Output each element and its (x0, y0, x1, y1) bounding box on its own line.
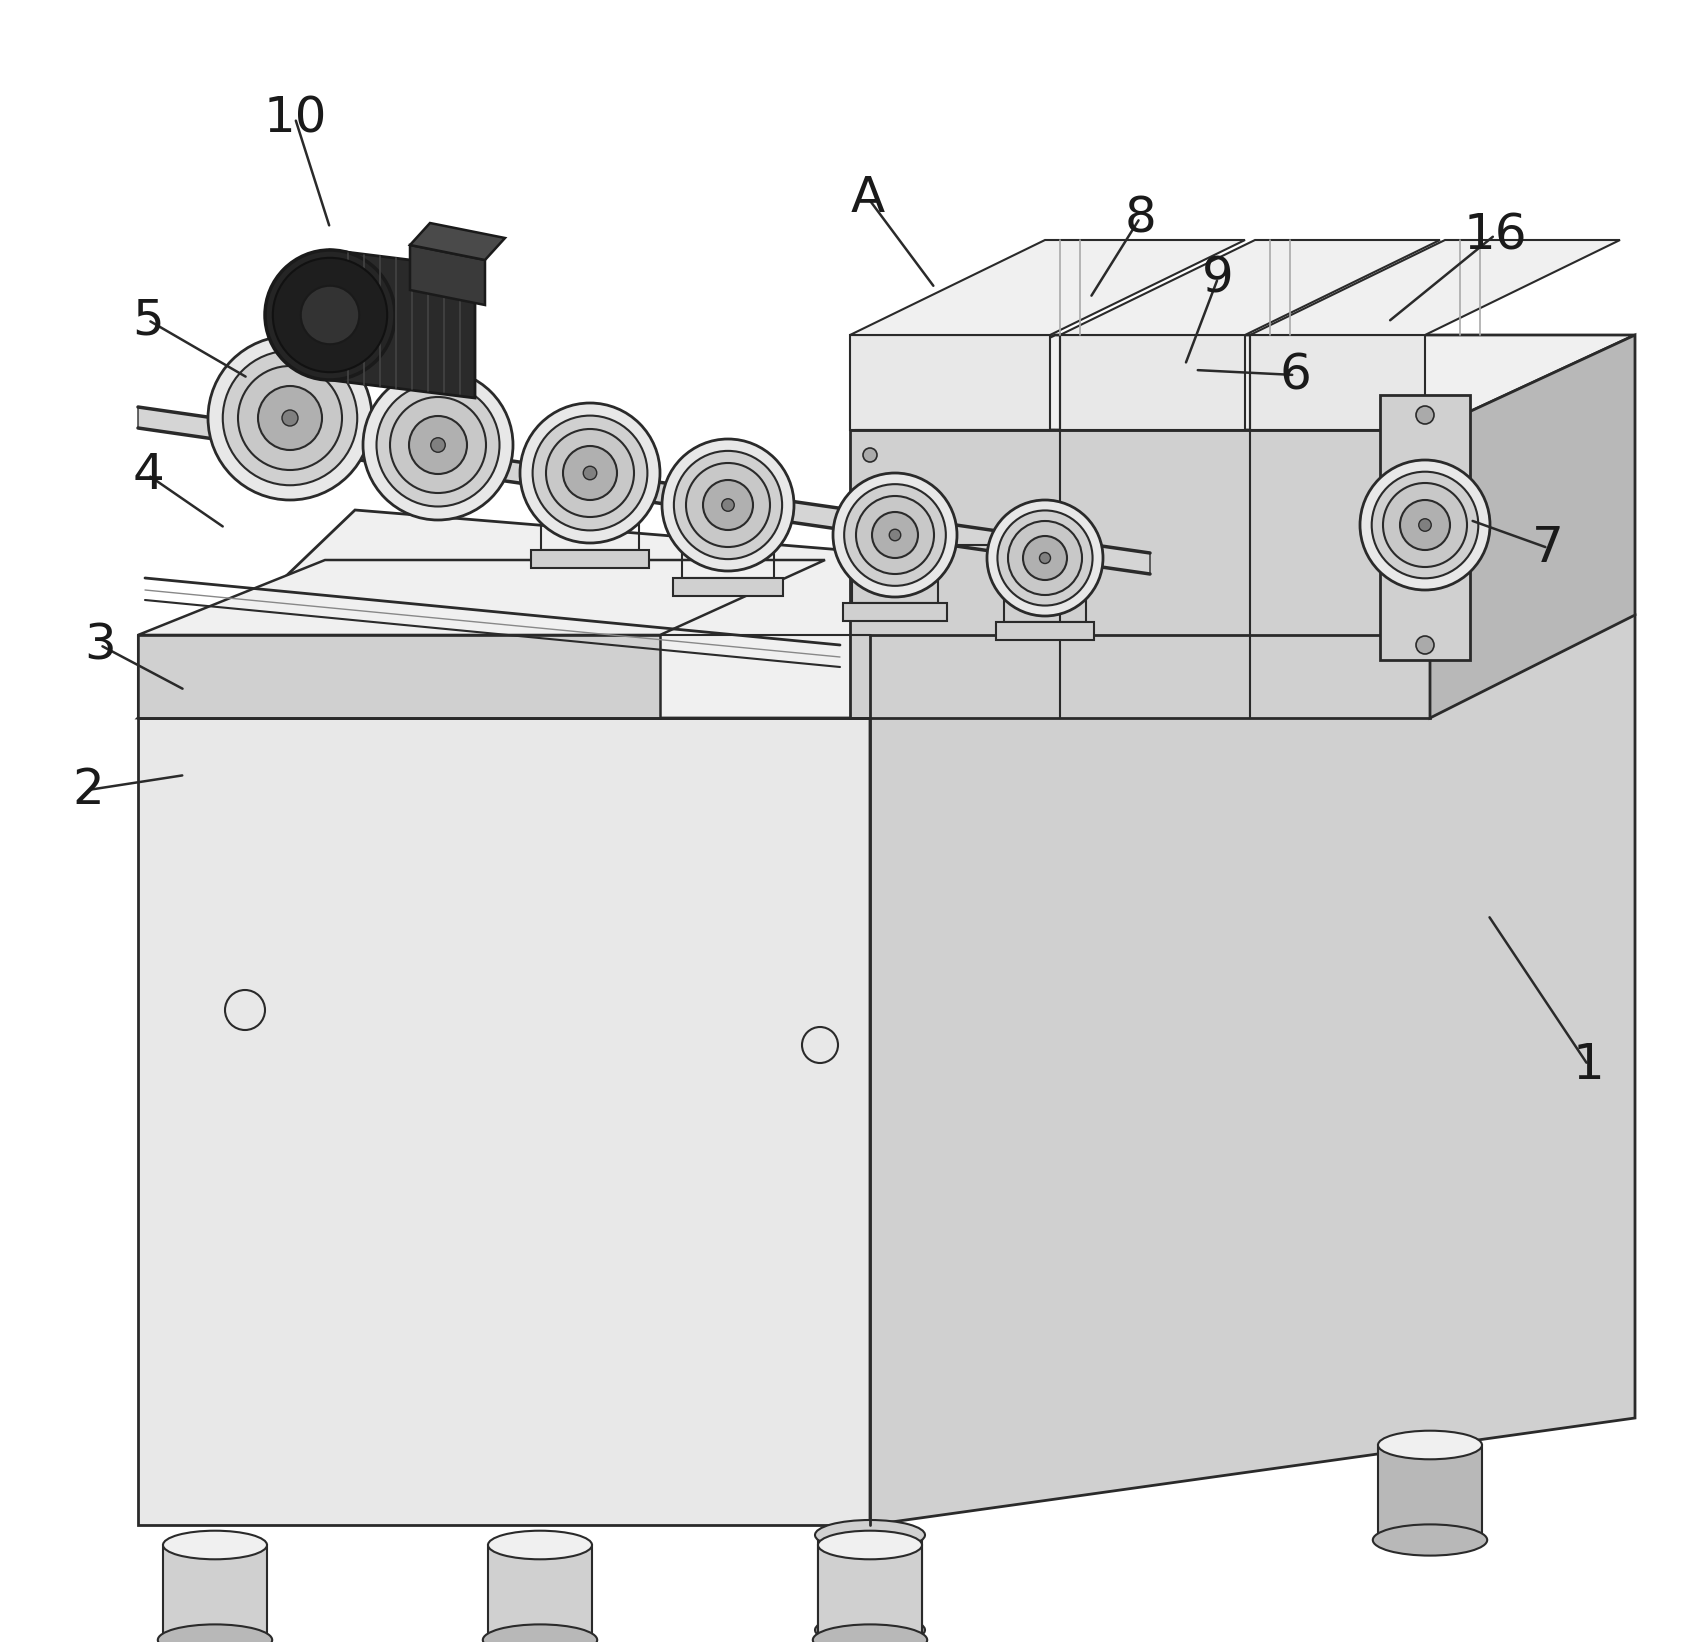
Circle shape (377, 384, 500, 506)
Circle shape (871, 512, 917, 558)
Circle shape (662, 438, 795, 571)
Polygon shape (532, 550, 650, 568)
Circle shape (1040, 552, 1050, 563)
Text: 3: 3 (84, 621, 116, 668)
Ellipse shape (813, 1624, 928, 1642)
Text: A: A (851, 174, 885, 222)
Polygon shape (409, 223, 505, 259)
Polygon shape (818, 1535, 922, 1631)
Text: 10: 10 (263, 94, 327, 141)
Polygon shape (331, 250, 476, 397)
Circle shape (834, 473, 957, 598)
Polygon shape (1379, 396, 1470, 660)
Circle shape (225, 990, 264, 1030)
Text: 6: 6 (1279, 351, 1311, 399)
Circle shape (563, 447, 617, 501)
Polygon shape (672, 578, 783, 596)
Ellipse shape (815, 1520, 926, 1550)
Polygon shape (1430, 335, 1635, 718)
Circle shape (390, 397, 486, 493)
Ellipse shape (483, 1624, 597, 1642)
Circle shape (1415, 406, 1434, 424)
Circle shape (239, 366, 343, 470)
Circle shape (987, 501, 1103, 616)
Ellipse shape (1373, 1524, 1487, 1555)
Polygon shape (1061, 335, 1245, 430)
Text: 5: 5 (131, 296, 164, 345)
Circle shape (1419, 519, 1430, 532)
Circle shape (223, 351, 358, 486)
Circle shape (583, 466, 597, 479)
Ellipse shape (159, 1624, 273, 1642)
Circle shape (1400, 501, 1449, 550)
Text: 8: 8 (1124, 194, 1156, 241)
Polygon shape (1061, 240, 1441, 335)
Polygon shape (870, 616, 1635, 1525)
Circle shape (208, 337, 372, 501)
Polygon shape (138, 407, 1149, 575)
Circle shape (546, 429, 634, 517)
Circle shape (890, 529, 900, 540)
Circle shape (863, 448, 876, 461)
Circle shape (801, 1026, 837, 1062)
Text: 4: 4 (131, 452, 164, 499)
Circle shape (409, 415, 467, 475)
Circle shape (300, 286, 360, 345)
Text: 7: 7 (1533, 524, 1563, 571)
Circle shape (1415, 635, 1434, 654)
Circle shape (856, 496, 934, 575)
Circle shape (1383, 483, 1466, 566)
Circle shape (721, 499, 735, 511)
Circle shape (863, 603, 876, 617)
Circle shape (264, 250, 396, 379)
Circle shape (1023, 535, 1067, 580)
Text: 9: 9 (1202, 255, 1234, 302)
Polygon shape (138, 560, 825, 635)
Polygon shape (1250, 240, 1620, 335)
Polygon shape (851, 240, 1245, 335)
Circle shape (1008, 521, 1083, 594)
Polygon shape (851, 335, 1050, 430)
Circle shape (997, 511, 1093, 606)
Polygon shape (818, 1545, 922, 1640)
Polygon shape (138, 635, 660, 718)
Circle shape (273, 258, 387, 373)
Ellipse shape (1378, 1430, 1482, 1460)
Text: 16: 16 (1463, 212, 1526, 259)
Text: 2: 2 (72, 767, 104, 814)
Circle shape (1361, 460, 1490, 589)
Polygon shape (851, 430, 1430, 718)
Polygon shape (1378, 1445, 1482, 1540)
Ellipse shape (815, 1616, 926, 1642)
Polygon shape (138, 511, 1635, 718)
Polygon shape (138, 718, 870, 1525)
Circle shape (257, 386, 322, 450)
Polygon shape (851, 335, 1635, 430)
Circle shape (844, 484, 946, 586)
Text: 1: 1 (1572, 1041, 1604, 1089)
Polygon shape (996, 622, 1093, 640)
Polygon shape (164, 1545, 268, 1640)
Polygon shape (1250, 335, 1425, 430)
Circle shape (520, 402, 660, 544)
Ellipse shape (818, 1530, 922, 1560)
Polygon shape (842, 603, 946, 621)
Circle shape (702, 479, 754, 530)
Circle shape (281, 410, 298, 425)
Circle shape (685, 463, 771, 547)
Circle shape (532, 415, 648, 530)
Circle shape (673, 452, 783, 560)
Polygon shape (488, 1545, 592, 1640)
Circle shape (1373, 471, 1478, 578)
Polygon shape (409, 245, 484, 305)
Ellipse shape (164, 1530, 268, 1560)
Circle shape (431, 438, 445, 452)
Circle shape (863, 524, 876, 537)
Ellipse shape (488, 1530, 592, 1560)
Circle shape (363, 369, 513, 521)
